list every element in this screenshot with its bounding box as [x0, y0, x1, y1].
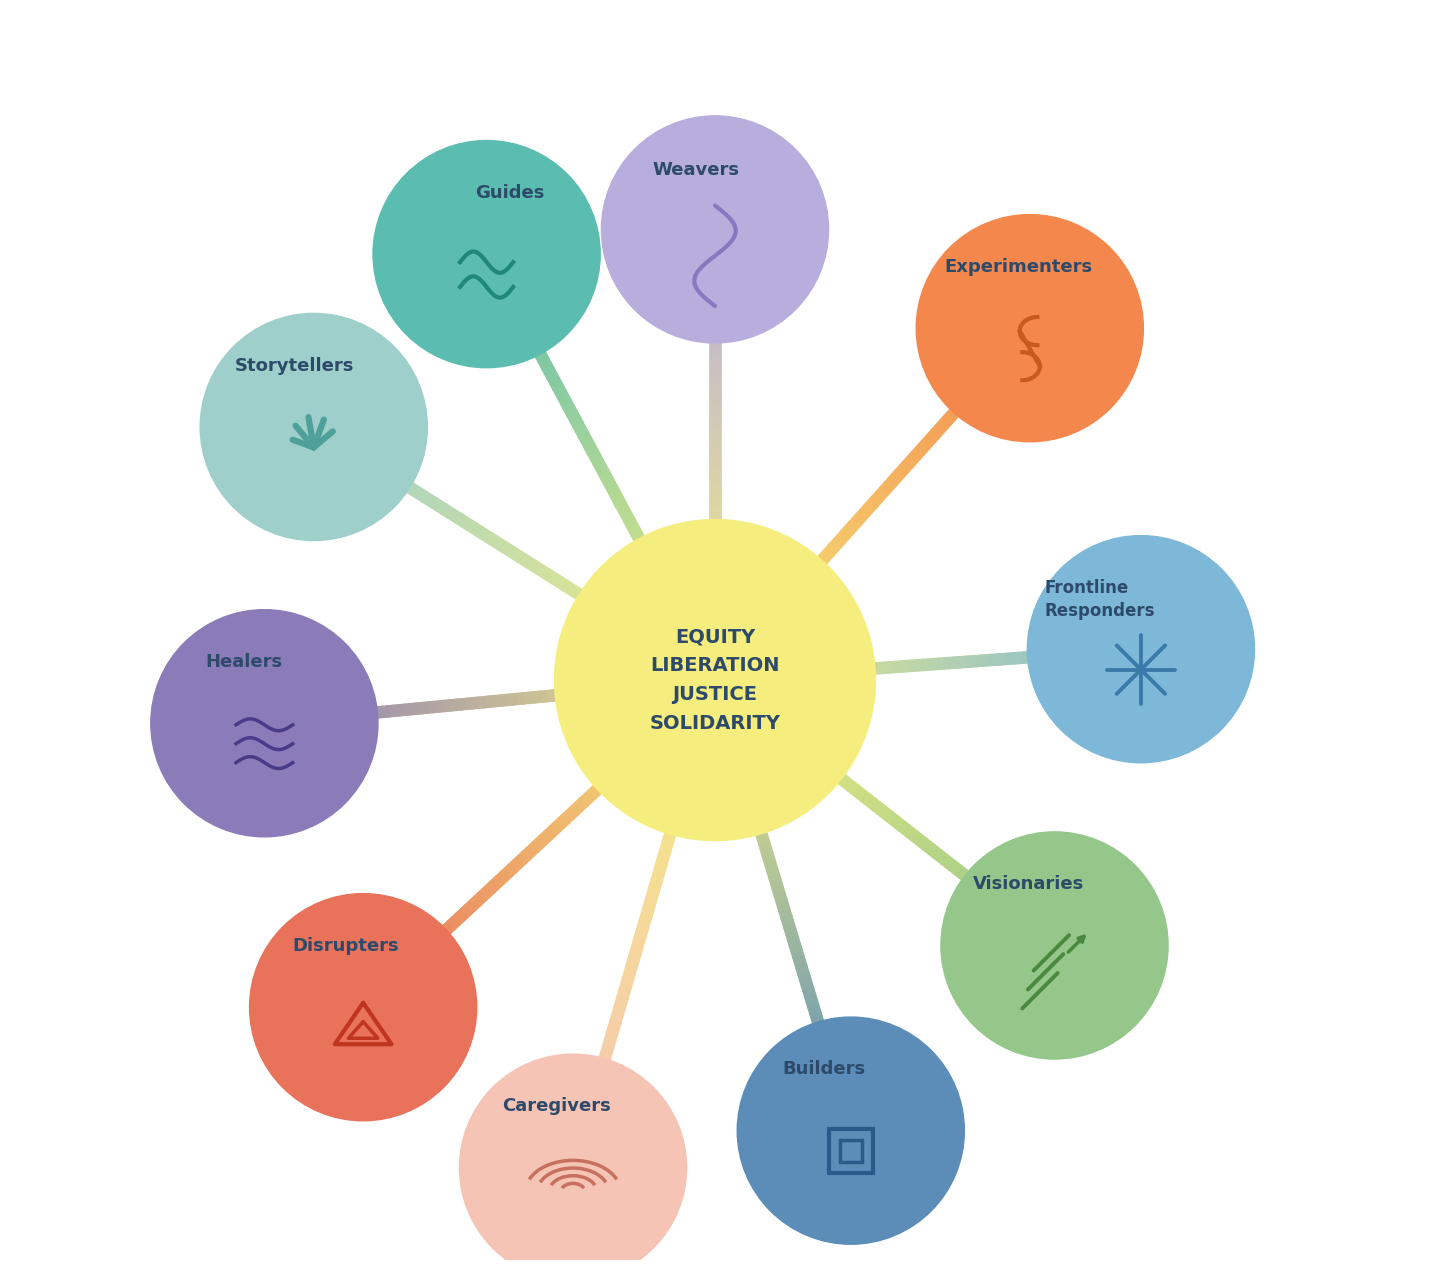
Bar: [839, 1139, 862, 1163]
Bar: [828, 1129, 872, 1173]
Circle shape: [1027, 535, 1254, 763]
Circle shape: [555, 520, 875, 841]
Circle shape: [917, 215, 1144, 442]
Text: Disrupters: Disrupters: [293, 936, 399, 954]
Text: Visionaries: Visionaries: [972, 874, 1084, 892]
Text: EQUITY
LIBERATION
JUSTICE
SOLIDARITY: EQUITY LIBERATION JUSTICE SOLIDARITY: [649, 628, 781, 733]
Circle shape: [941, 832, 1168, 1060]
Circle shape: [150, 610, 378, 837]
Circle shape: [738, 1017, 964, 1245]
Circle shape: [602, 116, 828, 343]
Circle shape: [200, 314, 428, 540]
Circle shape: [250, 894, 476, 1121]
Text: Experimenters: Experimenters: [945, 257, 1093, 275]
Text: Caregivers: Caregivers: [502, 1097, 612, 1115]
Circle shape: [373, 140, 601, 368]
Circle shape: [459, 1055, 686, 1281]
Text: Guides: Guides: [475, 184, 545, 202]
Text: Frontline
Responders: Frontline Responders: [1044, 579, 1155, 620]
Text: Builders: Builders: [782, 1060, 865, 1078]
Text: Healers: Healers: [206, 653, 283, 671]
Text: Storytellers: Storytellers: [235, 356, 353, 374]
Text: Weavers: Weavers: [652, 161, 739, 179]
